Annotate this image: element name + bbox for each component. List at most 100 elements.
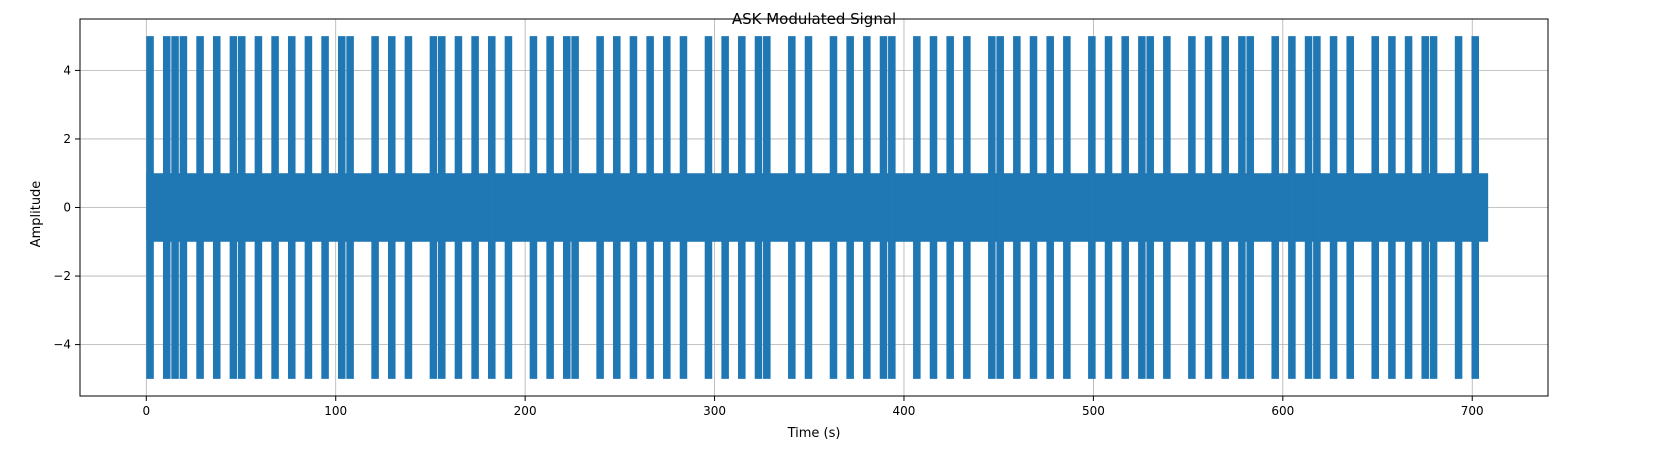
signal-high-burst bbox=[504, 36, 513, 379]
signal-high-burst bbox=[1471, 36, 1480, 379]
signal-low-band bbox=[146, 173, 1489, 242]
x-axis-label: Time (s) bbox=[787, 426, 841, 441]
x-tick-label: 0 bbox=[142, 404, 150, 418]
signal-high-burst bbox=[1088, 36, 1096, 379]
signal-high-burst bbox=[454, 36, 463, 379]
y-tick-label: 4 bbox=[63, 63, 71, 77]
y-axis: −4 −2 0 2 4 bbox=[53, 63, 80, 352]
signal-high-burst bbox=[212, 36, 221, 379]
signal-high-burst bbox=[1046, 36, 1054, 379]
signal-high-burst bbox=[629, 36, 638, 379]
signal-high-burst bbox=[146, 36, 154, 379]
signal-high-burst bbox=[404, 36, 413, 379]
signal-high-burst bbox=[1404, 36, 1413, 379]
signal-high-burst bbox=[596, 36, 604, 379]
signal-high-burst bbox=[679, 36, 688, 379]
signal-high-burst bbox=[721, 36, 729, 379]
signal-high-burst bbox=[271, 36, 279, 379]
signal-high-burst bbox=[1246, 36, 1254, 379]
x-tick-label: 700 bbox=[1461, 404, 1484, 418]
signal-high-burst bbox=[1104, 36, 1113, 379]
signal-high-burst bbox=[646, 36, 654, 379]
signal-high-burst bbox=[1388, 36, 1396, 379]
signal-high-burst bbox=[287, 36, 296, 379]
signal-high-burst bbox=[563, 36, 571, 379]
signal-high-burst bbox=[963, 36, 971, 379]
signal-high-burst bbox=[1329, 36, 1338, 379]
signal-high-burst bbox=[1288, 36, 1296, 379]
signal-high-burst bbox=[1429, 36, 1438, 379]
x-tick-label: 200 bbox=[514, 404, 537, 418]
chart-title: ASK Modulated Signal bbox=[732, 10, 896, 28]
signal-high-burst bbox=[763, 36, 771, 379]
x-tick-label: 600 bbox=[1271, 404, 1294, 418]
signal-high-burst bbox=[346, 36, 354, 379]
signal-high-burst bbox=[196, 36, 204, 379]
signal-high-burst bbox=[804, 36, 813, 379]
signal-high-burst bbox=[846, 36, 854, 379]
y-axis-label: Amplitude bbox=[29, 181, 44, 248]
signal-high-burst bbox=[738, 36, 746, 379]
signal-high-burst bbox=[988, 36, 996, 379]
x-tick-label: 100 bbox=[324, 404, 347, 418]
signal-high-burst bbox=[613, 36, 621, 379]
signal-high-burst bbox=[1454, 36, 1463, 379]
signal-high-burst bbox=[788, 36, 796, 379]
signal-high-burst bbox=[254, 36, 263, 379]
signal-high-burst bbox=[863, 36, 871, 379]
y-tick-label: −2 bbox=[53, 269, 71, 283]
signal-high-burst bbox=[879, 36, 888, 379]
x-axis: 0 100 200 300 400 500 600 700 bbox=[142, 396, 1484, 418]
signal-high-burst bbox=[488, 36, 496, 379]
signal-high-burst bbox=[1013, 36, 1021, 379]
signal-high-burst bbox=[829, 36, 838, 379]
signal-high-burst bbox=[1204, 36, 1213, 379]
signal-high-burst bbox=[888, 36, 896, 379]
signal-high-burst bbox=[387, 36, 396, 379]
signal-high-burst bbox=[229, 36, 238, 379]
signal-high-burst bbox=[438, 36, 446, 379]
signal-high-burst bbox=[1313, 36, 1321, 379]
signal-high-burst bbox=[171, 36, 179, 379]
signal-high-burst bbox=[1029, 36, 1038, 379]
x-tick-label: 500 bbox=[1082, 404, 1105, 418]
signal-series bbox=[146, 36, 1489, 379]
signal-high-burst bbox=[1138, 36, 1146, 379]
signal-high-burst bbox=[1304, 36, 1313, 379]
signal-high-burst bbox=[571, 36, 579, 379]
signal-high-burst bbox=[429, 36, 438, 379]
signal-high-burst bbox=[546, 36, 554, 379]
signal-high-burst bbox=[1146, 36, 1154, 379]
signal-high-burst bbox=[371, 36, 379, 379]
signal-high-burst bbox=[1121, 36, 1129, 379]
y-tick-label: −4 bbox=[53, 338, 71, 352]
signal-high-burst bbox=[529, 36, 538, 379]
signal-high-burst bbox=[1188, 36, 1196, 379]
signal-high-burst bbox=[162, 36, 171, 379]
y-tick-label: 0 bbox=[63, 201, 71, 215]
signal-high-burst bbox=[704, 36, 713, 379]
signal-high-burst bbox=[1238, 36, 1246, 379]
signal-high-burst bbox=[946, 36, 954, 379]
signal-high-burst bbox=[471, 36, 479, 379]
x-tick-label: 300 bbox=[703, 404, 726, 418]
signal-high-burst bbox=[321, 36, 329, 379]
signal-high-burst bbox=[663, 36, 671, 379]
signal-high-burst bbox=[929, 36, 938, 379]
y-tick-label: 2 bbox=[63, 132, 71, 146]
signal-high-burst bbox=[1371, 36, 1379, 379]
signal-high-burst bbox=[1346, 36, 1354, 379]
x-tick-label: 400 bbox=[893, 404, 916, 418]
signal-high-burst bbox=[304, 36, 313, 379]
signal-high-burst bbox=[754, 36, 763, 379]
signal-high-burst bbox=[1221, 36, 1229, 379]
signal-high-burst bbox=[237, 36, 246, 379]
signal-high-burst bbox=[1063, 36, 1071, 379]
signal-high-burst bbox=[996, 36, 1004, 379]
signal-high-burst bbox=[1163, 36, 1171, 379]
signal-high-burst bbox=[913, 36, 921, 379]
signal-high-burst bbox=[337, 36, 346, 379]
signal-high-burst bbox=[179, 36, 188, 379]
signal-high-burst bbox=[1271, 36, 1279, 379]
